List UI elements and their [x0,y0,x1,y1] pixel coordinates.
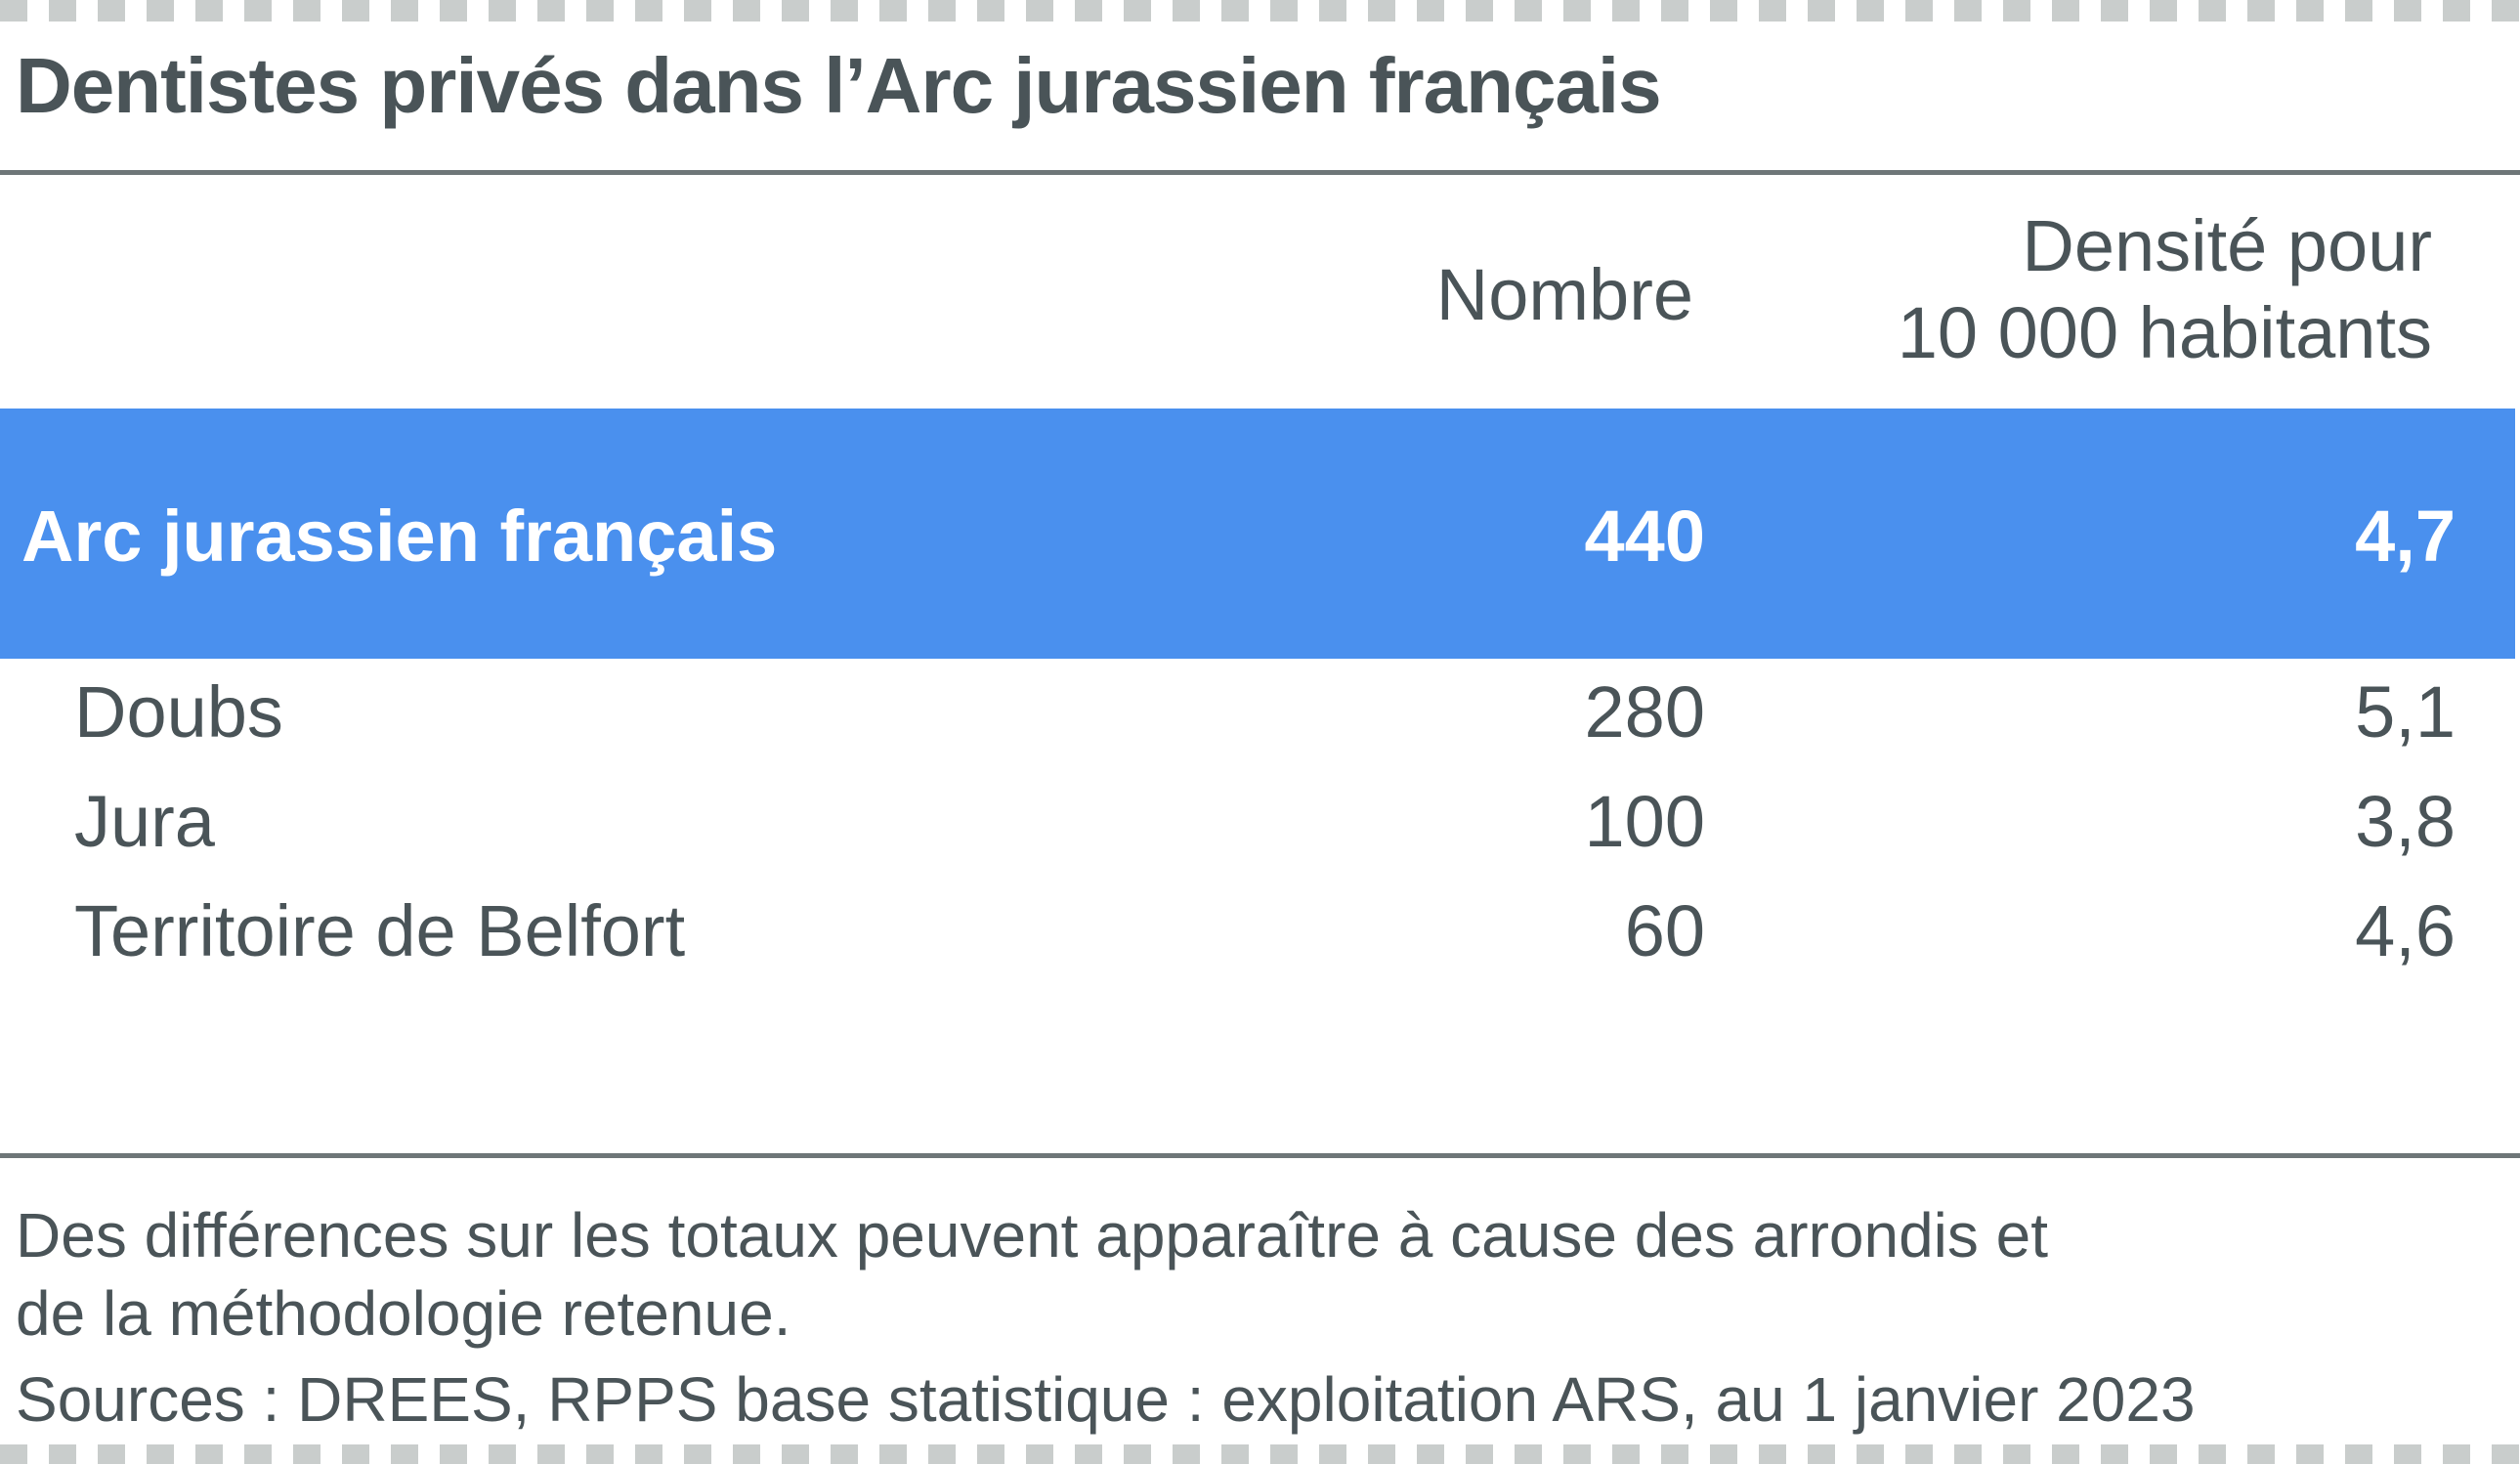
row-label: Doubs [74,671,283,753]
row-nombre: 280 [1584,671,1705,753]
row-label: Territoire de Belfort [74,890,686,971]
column-header-densite-line2: 10 000 habitants [1897,291,2432,373]
top-dashed-border [0,0,2520,22]
row-label: Arc jurassien français [21,495,778,577]
bottom-dashed-border [0,1444,2520,1464]
header-rule [0,170,2520,175]
row-nombre: 100 [1584,781,1705,862]
note-line-2: de la méthodologie retenue. [16,1278,791,1349]
column-header-densite: Densité pour 10 000 habitants [1898,203,2432,377]
column-header-nombre: Nombre [1435,254,1693,335]
row-densite: 3,8 [2355,781,2456,862]
sources-text: Sources : DREES, RPPS base statistique :… [16,1364,2196,1435]
row-nombre: 440 [1584,495,1705,577]
column-header-densite-line1: Densité pour [2022,205,2432,286]
note-line-1: Des différences sur les totaux peuvent a… [16,1200,2049,1270]
row-label: Jura [74,781,215,862]
row-densite: 4,6 [2355,890,2456,971]
row-densite: 5,1 [2355,671,2456,753]
table-title: Dentistes privés dans l’Arc jurassien fr… [16,42,1662,129]
row-nombre: 60 [1624,890,1705,971]
footer-rule [0,1153,2520,1158]
total-row-highlight [0,409,2515,659]
row-densite: 4,7 [2355,495,2456,577]
